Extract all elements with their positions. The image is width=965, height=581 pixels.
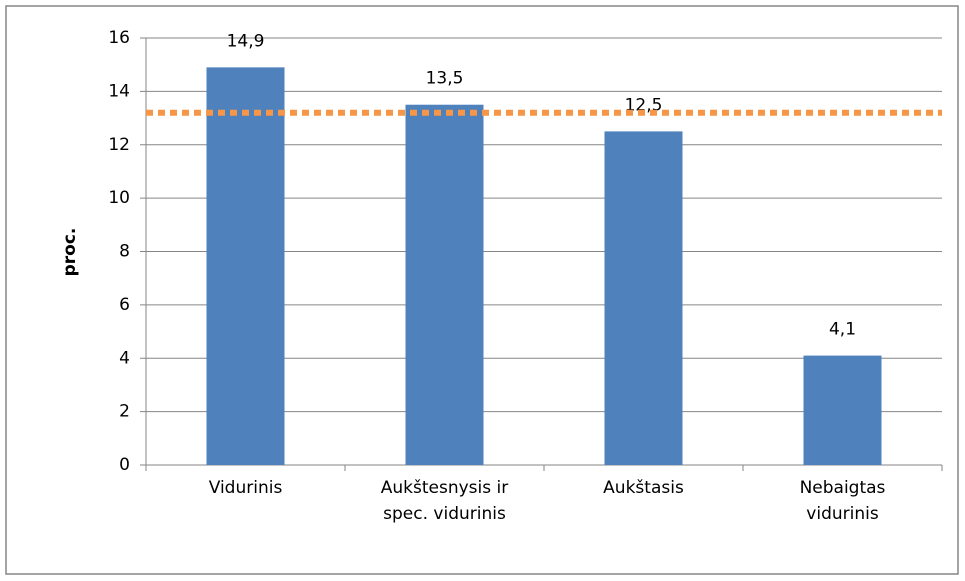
y-tick-label: 2: [119, 402, 130, 422]
x-tick-label: Nebaigtas vidurinis: [799, 478, 886, 524]
bar: [405, 104, 484, 465]
y-tick-label: 6: [119, 295, 130, 315]
value-label: 14,9: [227, 31, 265, 51]
y-axis-label: proc.: [60, 228, 80, 277]
bar: [604, 131, 683, 465]
value-label: 13,5: [426, 69, 464, 89]
x-tick-label: Aukštasis: [603, 478, 684, 498]
y-tick-label: 14: [108, 81, 130, 101]
y-tick-label: 8: [119, 242, 130, 262]
y-tick-label: 4: [119, 348, 130, 368]
y-tick-label: 12: [108, 135, 130, 155]
value-label: 4,1: [829, 320, 856, 340]
x-tick-label: Aukštesnysis ir spec. vidurinis: [380, 478, 509, 524]
x-tick-label: Vidurinis: [208, 478, 283, 498]
bar: [206, 67, 285, 465]
y-tick-label: 0: [119, 455, 130, 475]
bar: [803, 355, 882, 465]
y-tick-label: 10: [108, 188, 130, 208]
y-tick-label: 16: [108, 28, 130, 48]
